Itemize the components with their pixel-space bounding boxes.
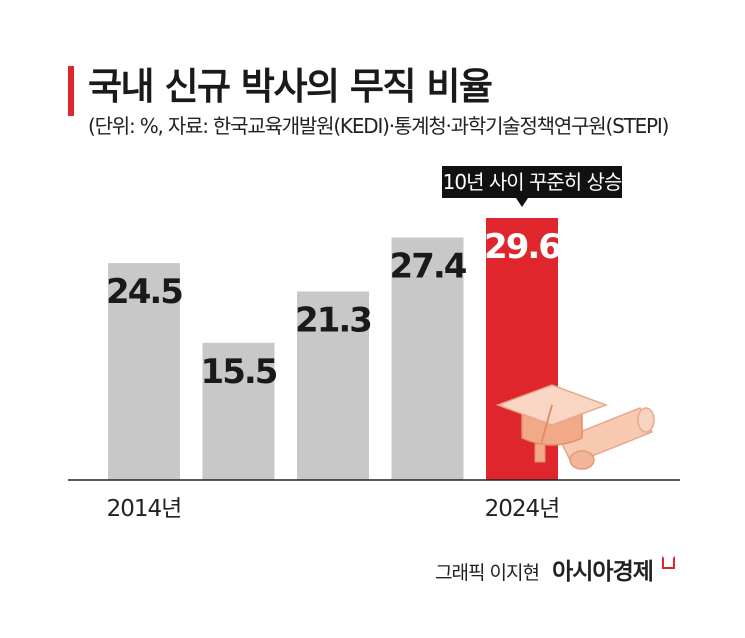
- callout-box: 10년 사이 꾸준히 상승: [442, 166, 623, 207]
- chart-subtitle: (단위: %, 자료: 한국교육개발원(KEDI)·통계청·과학기술정책연구원(…: [88, 114, 669, 138]
- bar: [202, 342, 275, 480]
- chart-title: 국내 신규 박사의 무직 비율: [88, 65, 493, 108]
- credit-brand: 아시아경제: [552, 559, 654, 585]
- bar-value-label: 21.3: [295, 300, 371, 340]
- callout-text: 10년 사이 꾸준히 상승: [443, 170, 622, 194]
- bar: [391, 237, 464, 480]
- bar-value-label: 15.5: [201, 352, 277, 392]
- callout-pointer: [516, 198, 528, 207]
- x-tick-label: 2024년: [485, 496, 560, 522]
- bar: [297, 291, 369, 480]
- bar: [108, 263, 180, 480]
- bar-value-label: 24.5: [106, 272, 182, 312]
- x-tick-label: 2014년: [107, 496, 182, 522]
- bar-value-label: 27.4: [390, 246, 467, 286]
- credit-author: 그래픽 이지현: [435, 562, 540, 584]
- brand-mark-icon: [662, 556, 675, 569]
- graduation-cap-icon: [495, 384, 609, 463]
- title-accent-bar: [68, 66, 74, 116]
- callout-background: [442, 166, 622, 198]
- diploma-scroll-icon: [558, 407, 655, 470]
- credit-line: 그래픽 이지현 아시아경제: [435, 552, 675, 586]
- bar-value-label: 29.6: [484, 227, 560, 267]
